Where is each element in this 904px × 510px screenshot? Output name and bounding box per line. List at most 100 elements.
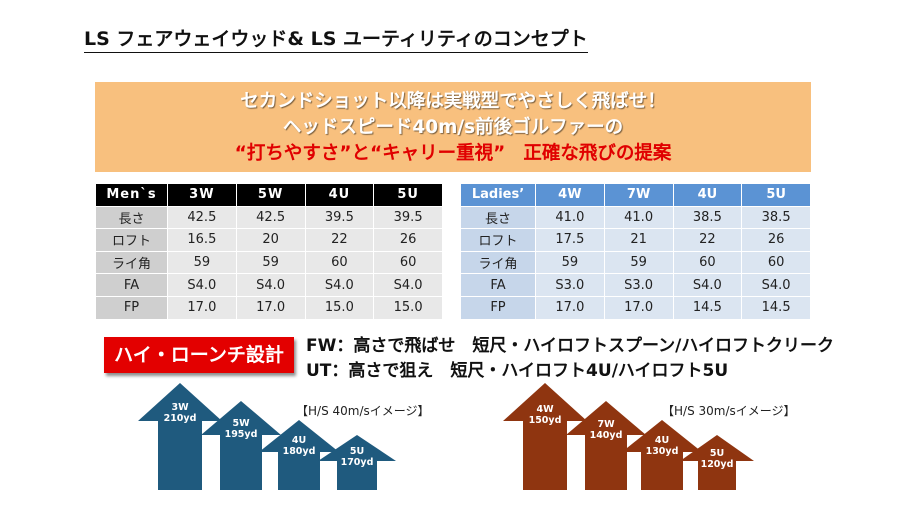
row-label: FA — [95, 273, 168, 297]
arrow-club: 5W — [232, 418, 250, 429]
arrow-shape — [259, 420, 339, 490]
table-cell: S4.0 — [373, 273, 443, 297]
row-label: FA — [460, 273, 536, 297]
mens-hs-note: 【H/S 40m/sイメージ】 — [296, 404, 430, 418]
arrow-yards: 180yd — [282, 446, 316, 457]
table-cell: 15.0 — [373, 295, 443, 320]
row-label: FP — [460, 295, 536, 320]
table-cell: 38.5 — [741, 205, 811, 230]
table-cell: 41.0 — [603, 205, 674, 230]
arrow-shape — [318, 435, 396, 490]
table-cell: S4.0 — [167, 273, 237, 297]
table-cell: 14.5 — [741, 295, 811, 320]
arrow-shape — [201, 401, 281, 490]
header-cell: 3W — [167, 183, 237, 207]
distance-arrow-7w: 7W 140yd — [566, 401, 646, 490]
banner-line-3-emphasis: “打ちやすさ”と“キャリー重視” — [234, 143, 506, 164]
table-cell: 20 — [235, 228, 306, 252]
table-cell: S4.0 — [235, 273, 306, 297]
table-cell: 22 — [304, 228, 375, 252]
concept-banner: セカンドショット以降は実戦型でやさしく飛ばせ！ ヘッドスピード40m/s前後ゴル… — [95, 82, 811, 172]
table-cell: 39.5 — [373, 205, 443, 230]
distance-arrow-3w: 3W 210yd — [138, 383, 222, 490]
row-label: ロフト — [95, 228, 168, 252]
table-cell: S4.0 — [741, 273, 811, 297]
distance-arrow-4u: 4U 180yd — [259, 420, 339, 490]
table-cell: 39.5 — [304, 205, 375, 230]
table-cell: 14.5 — [672, 295, 743, 320]
distance-arrow-5u: 5U 170yd — [318, 435, 396, 490]
table-cell: 26 — [373, 228, 443, 252]
table-cell: 59 — [535, 250, 605, 275]
table-cell: 42.5 — [167, 205, 237, 230]
distance-arrow-5w: 5W 195yd — [201, 401, 281, 490]
table-row: ライ角 59 59 60 60 — [460, 250, 811, 275]
table-cell: 59 — [167, 250, 237, 275]
table-cell: 42.5 — [235, 205, 306, 230]
fw-concept-text: FW：高さで飛ばせ 短尺・ハイロフトスプーン/ハイロフトクリーク — [306, 336, 835, 356]
table-cell: 38.5 — [672, 205, 743, 230]
table-cell: 17.0 — [235, 295, 306, 320]
table-row: FA S3.0 S3.0 S4.0 S4.0 — [460, 273, 811, 297]
table-row: ライ角 59 59 60 60 — [95, 250, 443, 275]
table-cell: 60 — [373, 250, 443, 275]
table-cell: 21 — [603, 228, 674, 252]
table-header-row: Men`s 3W 5W 4U 5U — [95, 183, 443, 207]
table-cell: 17.0 — [603, 295, 674, 320]
ladies-spec-table: Ladies’ 4W 7W 4U 5U 長さ 41.0 41.0 38.5 38… — [460, 183, 811, 320]
table-cell: 59 — [603, 250, 674, 275]
header-cell: Men`s — [95, 183, 168, 207]
table-cell: S4.0 — [304, 273, 375, 297]
table-cell: 60 — [672, 250, 743, 275]
row-label: ライ角 — [460, 250, 536, 275]
arrow-yards: 195yd — [224, 429, 258, 440]
table-cell: 60 — [741, 250, 811, 275]
arrow-shape — [503, 383, 587, 490]
table-cell: 26 — [741, 228, 811, 252]
header-cell: 7W — [603, 183, 674, 207]
header-cell: Ladies’ — [460, 183, 536, 207]
table-cell: 59 — [235, 250, 306, 275]
table-cell: S3.0 — [603, 273, 674, 297]
row-label: ロフト — [460, 228, 536, 252]
table-row: ロフト 17.5 21 22 26 — [460, 228, 811, 252]
banner-line-3-proposal: 正確な飛びの提案 — [523, 143, 672, 164]
table-cell: 16.5 — [167, 228, 237, 252]
banner-line-3: “打ちやすさ”と“キャリー重視” 正確な飛びの提案 — [95, 141, 811, 167]
distance-arrow-5u-ladies: 5U 120yd — [680, 435, 754, 490]
table-row: ロフト 16.5 20 22 26 — [95, 228, 443, 252]
banner-line-2: ヘッドスピード40m/s前後ゴルファーの — [282, 117, 624, 138]
arrow-yards: 210yd — [163, 413, 197, 424]
distance-arrow-4u-ladies: 4U 130yd — [622, 420, 702, 490]
arrow-yards: 130yd — [645, 446, 679, 457]
arrow-yards: 120yd — [700, 459, 734, 470]
table-cell: S3.0 — [535, 273, 605, 297]
high-launch-badge: ハイ・ローンチ設計 — [104, 337, 294, 373]
arrow-club: 4U — [291, 435, 307, 446]
table-row: 長さ 41.0 41.0 38.5 38.5 — [460, 205, 811, 230]
table-cell: 22 — [672, 228, 743, 252]
arrow-shape — [566, 401, 646, 490]
table-cell: 17.0 — [535, 295, 605, 320]
arrow-club: 7W — [597, 419, 615, 430]
arrow-yards: 170yd — [340, 457, 374, 468]
table-cell: S4.0 — [672, 273, 743, 297]
header-cell: 5W — [235, 183, 306, 207]
table-cell: 41.0 — [535, 205, 605, 230]
ut-concept-text: UT：高さで狙え 短尺・ハイロフト4U/ハイロフト5U — [306, 361, 729, 381]
table-header-row: Ladies’ 4W 7W 4U 5U — [460, 183, 811, 207]
table-row: 長さ 42.5 42.5 39.5 39.5 — [95, 205, 443, 230]
header-cell: 4W — [535, 183, 605, 207]
table-cell: 60 — [304, 250, 375, 275]
page-title: LS フェアウェイウッド& LS ユーティリティのコンセプト — [84, 24, 588, 53]
arrow-club: 3W — [171, 402, 189, 413]
table-row: FP 17.0 17.0 14.5 14.5 — [460, 295, 811, 320]
table-row: FA S4.0 S4.0 S4.0 S4.0 — [95, 273, 443, 297]
table-cell: 15.0 — [304, 295, 375, 320]
arrow-shape — [138, 383, 222, 490]
arrow-club: 4U — [654, 435, 670, 446]
arrow-club: 4W — [536, 404, 554, 415]
arrow-yards: 150yd — [528, 415, 562, 426]
table-cell: 17.0 — [167, 295, 237, 320]
arrow-club: 5U — [709, 448, 725, 459]
